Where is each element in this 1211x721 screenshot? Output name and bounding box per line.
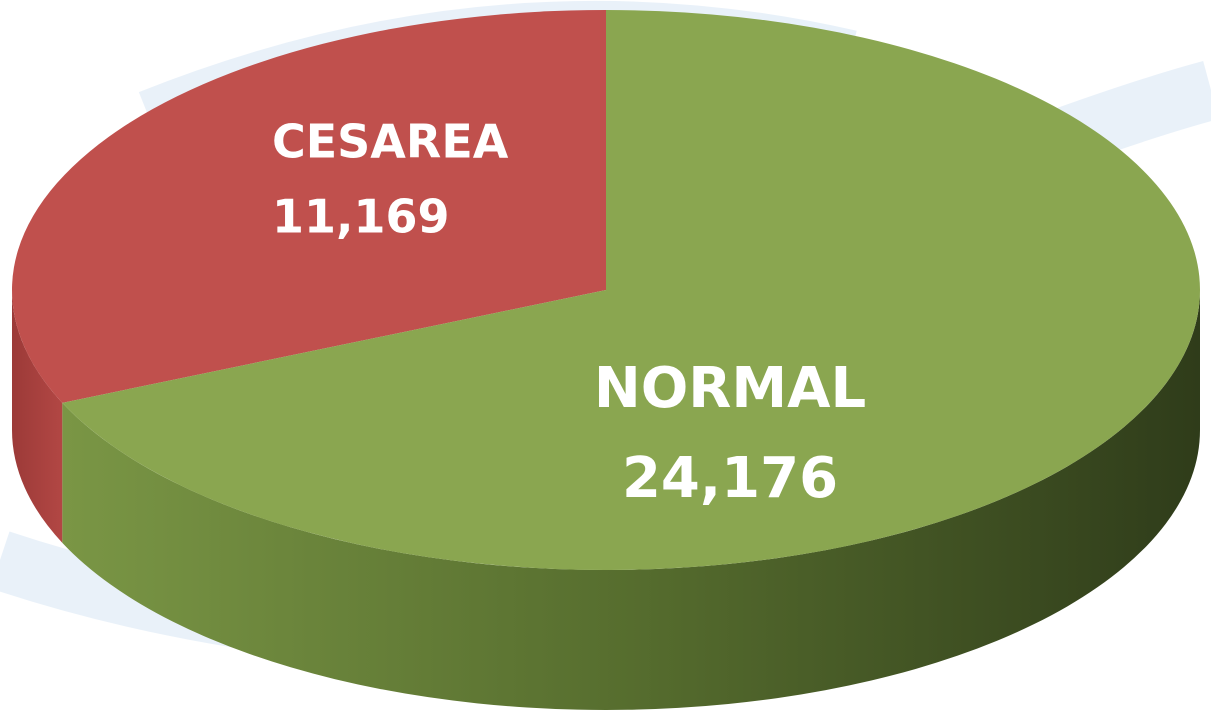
value-label: 11,169 [272,190,450,244]
pie-side [12,290,63,543]
pie-side [62,290,1200,710]
slice-label: NORMAL [594,356,866,421]
pie-slice [62,10,1200,570]
value-label: 24,176 [622,446,838,511]
pie-slice [11,10,606,403]
slice-label: CESAREA [272,115,509,169]
